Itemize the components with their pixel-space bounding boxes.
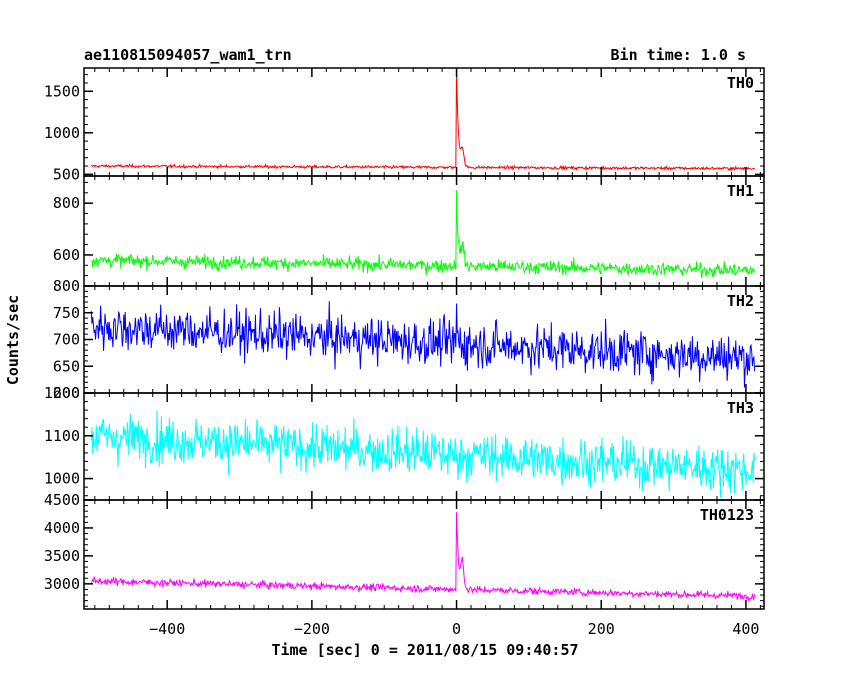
y-tick-label: 600 <box>53 384 80 402</box>
y-tick-label: 1500 <box>44 82 80 100</box>
series-line-th1 <box>91 189 756 279</box>
panels-group: 500 1000 1500 TH0 600 800 TH1 600 650 700 750 800 TH… <box>44 67 765 610</box>
y-tick-label: 3000 <box>44 575 80 593</box>
x-tick-labels: −400 −200 0 200 400 <box>149 620 759 638</box>
y-tick-label: 1000 <box>44 470 80 488</box>
series-line-th3 <box>90 410 756 498</box>
header-bin-time: Bin time: 1.0 s <box>611 46 746 64</box>
y-axis-title: Counts/sec <box>4 295 22 385</box>
x-tick-label: −200 <box>294 620 330 638</box>
y-tick-label: 650 <box>53 357 80 375</box>
y-tick-label: 700 <box>53 331 80 349</box>
y-tick-label: 1100 <box>44 427 80 445</box>
panel-label-th3: TH3 <box>727 399 754 417</box>
x-tick-label: 0 <box>452 620 461 638</box>
panel-label-th0123: TH0123 <box>700 506 754 524</box>
panel-frame-th0 <box>83 67 765 177</box>
y-tick-label: 4000 <box>44 519 80 537</box>
series-line-th2 <box>90 301 756 388</box>
y-tick-label: 600 <box>53 246 80 264</box>
panel-label-th1: TH1 <box>727 182 754 200</box>
y-tick-label: 3500 <box>44 547 80 565</box>
x-tick-label: 400 <box>732 620 759 638</box>
panel-label-th0: TH0 <box>727 74 754 92</box>
y-tick-label: 800 <box>53 194 80 212</box>
x-tick-label: 200 <box>588 620 615 638</box>
y-tick-label: 4500 <box>44 491 80 509</box>
panel-frame-th0123 <box>83 499 765 610</box>
series-line-th0123 <box>90 512 756 603</box>
series-line-th0 <box>91 69 756 172</box>
y-tick-label: 800 <box>53 277 80 295</box>
y-tick-label: 1000 <box>44 124 80 142</box>
x-tick-label: −400 <box>149 620 185 638</box>
y-tick-label: 500 <box>53 165 80 183</box>
y-tick-label: 750 <box>53 304 80 322</box>
x-axis-title: Time [sec] 0 = 2011/08/15 09:40:57 <box>271 641 578 659</box>
panel-label-th2: TH2 <box>727 292 754 310</box>
y-tick-label: 1200 <box>44 384 80 402</box>
header-title: ae110815094057_wam1_trn <box>84 46 292 64</box>
